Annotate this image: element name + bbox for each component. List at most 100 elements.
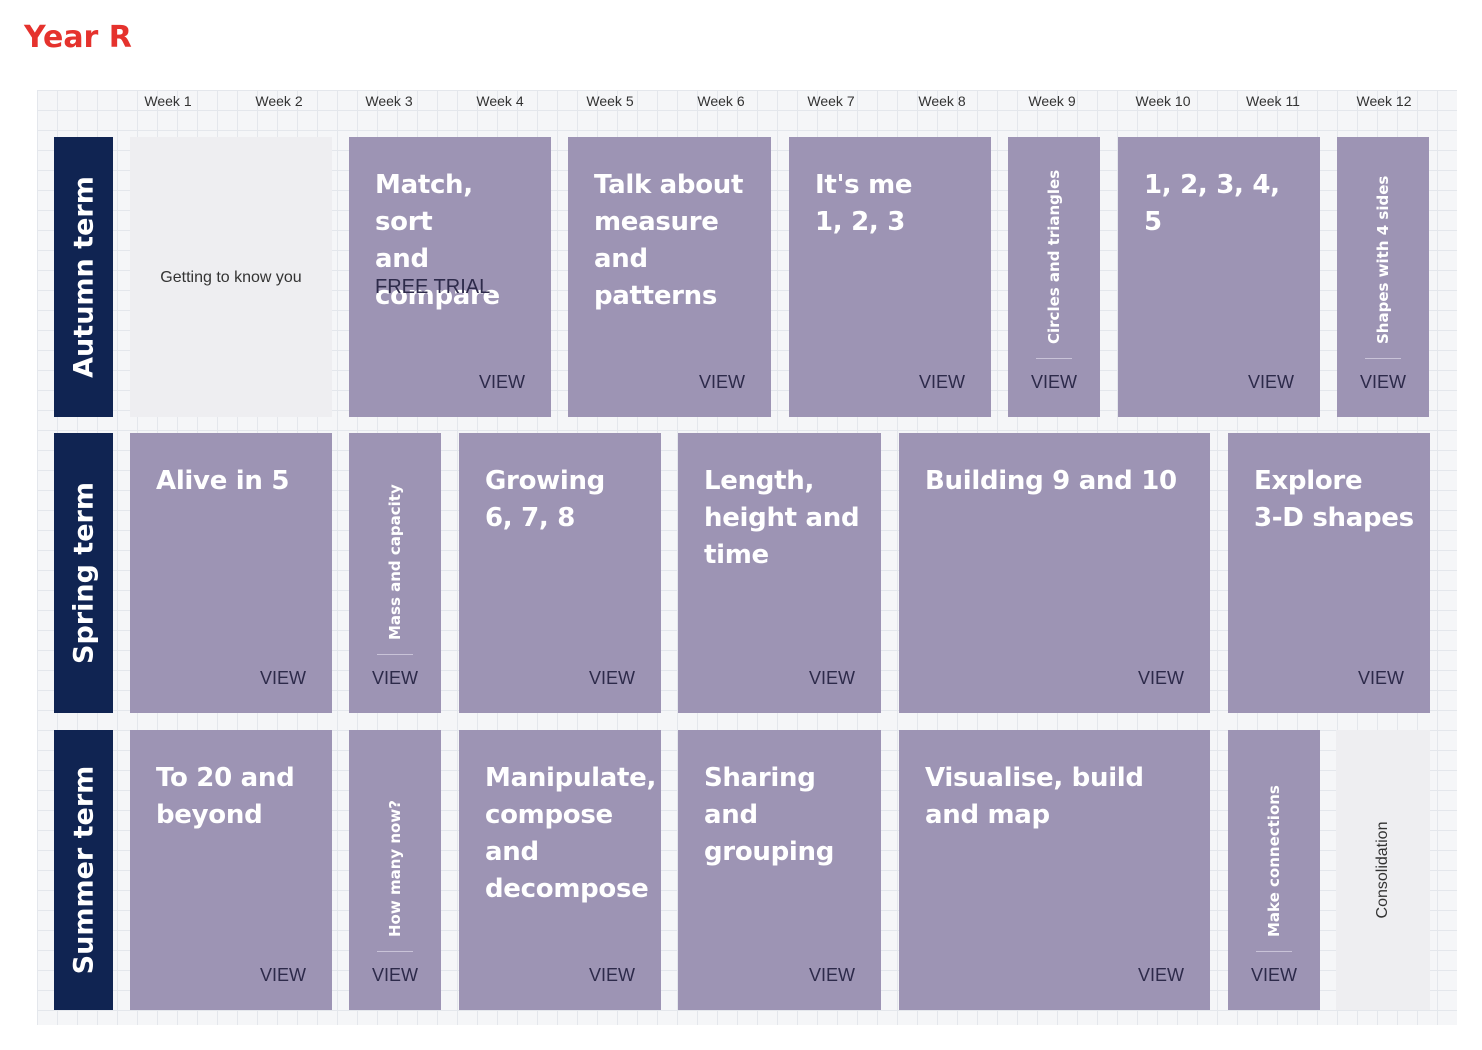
unit-card-title-line: Sharing and bbox=[704, 763, 816, 830]
week-header-9: Week 9 bbox=[1028, 93, 1076, 109]
term-label-text: Spring term bbox=[68, 482, 99, 664]
unit-card-title-line: and bbox=[594, 244, 648, 274]
unit-card[interactable]: Circles and triangles VIEW bbox=[1008, 137, 1100, 417]
unit-card-title-line: decompose bbox=[485, 874, 649, 904]
unit-card-title-line: 1, 2, 3, 4, 5 bbox=[1144, 170, 1280, 237]
unit-card-title-line: 3-D shapes bbox=[1254, 503, 1414, 533]
view-link[interactable]: VIEW bbox=[1137, 668, 1184, 688]
unit-card-title-line: Alive in 5 bbox=[156, 466, 290, 496]
unit-card[interactable]: Explore 3-D shapes VIEW bbox=[1228, 433, 1430, 713]
unit-card-title: To 20 and beyond bbox=[156, 760, 318, 834]
unit-card-title-line: patterns bbox=[594, 281, 718, 311]
divider bbox=[1365, 358, 1401, 359]
week-header-7: Week 7 bbox=[807, 93, 855, 109]
unit-card-title-line: compare bbox=[375, 281, 500, 311]
unit-card-title-line: time bbox=[704, 540, 769, 570]
week-header-12: Week 12 bbox=[1356, 93, 1412, 109]
free-trial-label: FREE TRIAL bbox=[375, 276, 491, 298]
unit-card-title: How many now? bbox=[386, 800, 404, 937]
unit-card[interactable]: Talk about measure and patterns VIEW bbox=[568, 137, 771, 417]
unit-card[interactable]: Visualise, build and map VIEW bbox=[899, 730, 1210, 1010]
unit-card-title: Visualise, build and map bbox=[925, 760, 1196, 834]
unit-card-text: Getting to know you bbox=[160, 268, 302, 286]
unit-card[interactable]: Match, sort and compare FREE TRIAL VIEW bbox=[349, 137, 551, 417]
term-label-text: Autumn term bbox=[68, 176, 99, 378]
divider bbox=[377, 951, 413, 952]
page-title: Year R bbox=[24, 20, 132, 55]
view-link[interactable]: VIEW bbox=[1030, 372, 1077, 392]
unit-card-title: Growing 6, 7, 8 bbox=[485, 463, 647, 537]
view-link[interactable]: VIEW bbox=[808, 965, 855, 985]
unit-card-title: 1, 2, 3, 4, 5 bbox=[1144, 167, 1306, 241]
unit-card[interactable]: Sharing and grouping VIEW bbox=[678, 730, 881, 1010]
unit-card-title: Match, sort and compare bbox=[375, 167, 537, 315]
unit-card[interactable]: It's me 1, 2, 3 VIEW bbox=[789, 137, 991, 417]
view-link[interactable]: VIEW bbox=[478, 372, 525, 392]
unit-card-text: Consolidation bbox=[1374, 821, 1391, 919]
unit-card[interactable]: Length, height and time VIEW bbox=[678, 433, 881, 713]
unit-card-title-line: and bbox=[375, 244, 429, 274]
view-link[interactable]: VIEW bbox=[1359, 372, 1406, 392]
divider bbox=[1256, 951, 1292, 952]
week-header-1: Week 1 bbox=[144, 93, 192, 109]
unit-card-title-line: Building 9 and 10 bbox=[925, 466, 1177, 496]
view-link[interactable]: VIEW bbox=[1247, 372, 1294, 392]
unit-card[interactable]: Make connections VIEW bbox=[1228, 730, 1320, 1010]
unit-card[interactable]: Mass and capacity VIEW bbox=[349, 433, 441, 713]
view-link[interactable]: VIEW bbox=[1250, 965, 1297, 985]
unit-card-title-line: compose bbox=[485, 800, 613, 830]
unit-card[interactable]: To 20 and beyond VIEW bbox=[130, 730, 332, 1010]
unit-card[interactable]: Building 9 and 10 VIEW bbox=[899, 433, 1210, 713]
unit-card-title-line: To 20 and bbox=[156, 763, 295, 793]
unit-card: Getting to know you bbox=[130, 137, 332, 417]
view-link[interactable]: VIEW bbox=[1137, 965, 1184, 985]
view-link[interactable]: VIEW bbox=[698, 372, 745, 392]
unit-card[interactable]: Alive in 5 VIEW bbox=[130, 433, 332, 713]
unit-card-title: Circles and triangles bbox=[1045, 169, 1063, 344]
unit-card[interactable]: Growing 6, 7, 8 VIEW bbox=[459, 433, 661, 713]
unit-card-title-line: Growing bbox=[485, 466, 605, 496]
unit-card-title-line: It's me bbox=[815, 170, 913, 200]
view-link[interactable]: VIEW bbox=[259, 965, 306, 985]
unit-card-title: Talk about measure and patterns bbox=[594, 167, 757, 315]
unit-card-title-line: height and bbox=[704, 503, 860, 533]
view-link[interactable]: VIEW bbox=[259, 668, 306, 688]
unit-card-title-line: Match, sort bbox=[375, 170, 473, 237]
week-header-6: Week 6 bbox=[697, 93, 745, 109]
week-header-4: Week 4 bbox=[476, 93, 524, 109]
term-label-summer-term: Summer term bbox=[54, 730, 113, 1010]
view-link[interactable]: VIEW bbox=[588, 965, 635, 985]
unit-card-title: It's me 1, 2, 3 bbox=[815, 167, 977, 241]
unit-card-title: Length, height and time bbox=[704, 463, 867, 574]
view-link[interactable]: VIEW bbox=[588, 668, 635, 688]
unit-card-title: Sharing and grouping bbox=[704, 760, 867, 871]
view-link[interactable]: VIEW bbox=[371, 965, 418, 985]
unit-card-title: Alive in 5 bbox=[156, 463, 318, 500]
term-label-autumn-term: Autumn term bbox=[54, 137, 113, 417]
unit-card[interactable]: How many now? VIEW bbox=[349, 730, 441, 1010]
unit-card[interactable]: Manipulate, compose and decompose VIEW bbox=[459, 730, 661, 1010]
week-header-2: Week 2 bbox=[255, 93, 303, 109]
view-link[interactable]: VIEW bbox=[808, 668, 855, 688]
unit-card-title: Mass and capacity bbox=[386, 484, 404, 640]
unit-card-title: Building 9 and 10 bbox=[925, 463, 1196, 500]
unit-card-title-line: Manipulate, bbox=[485, 763, 657, 793]
unit-card-title-line: beyond bbox=[156, 800, 263, 830]
unit-card[interactable]: Shapes with 4 sides VIEW bbox=[1337, 137, 1429, 417]
unit-card[interactable]: 1, 2, 3, 4, 5 VIEW bbox=[1118, 137, 1320, 417]
divider bbox=[1036, 358, 1072, 359]
week-header-8: Week 8 bbox=[918, 93, 966, 109]
unit-card-title-line: 6, 7, 8 bbox=[485, 503, 576, 533]
view-link[interactable]: VIEW bbox=[1357, 668, 1404, 688]
unit-card-title: Make connections bbox=[1265, 785, 1283, 937]
unit-card-title-line: Explore bbox=[1254, 466, 1363, 496]
view-link[interactable]: VIEW bbox=[918, 372, 965, 392]
unit-card-title-line: and bbox=[485, 837, 539, 867]
unit-card-title: Manipulate, compose and decompose bbox=[485, 760, 657, 908]
unit-card-title-line: 1, 2, 3 bbox=[815, 207, 906, 237]
unit-card-title: Shapes with 4 sides bbox=[1374, 175, 1392, 344]
unit-card-title-line: Length, bbox=[704, 466, 815, 496]
week-header-3: Week 3 bbox=[365, 93, 413, 109]
view-link[interactable]: VIEW bbox=[371, 668, 418, 688]
week-header-11: Week 11 bbox=[1246, 93, 1300, 109]
